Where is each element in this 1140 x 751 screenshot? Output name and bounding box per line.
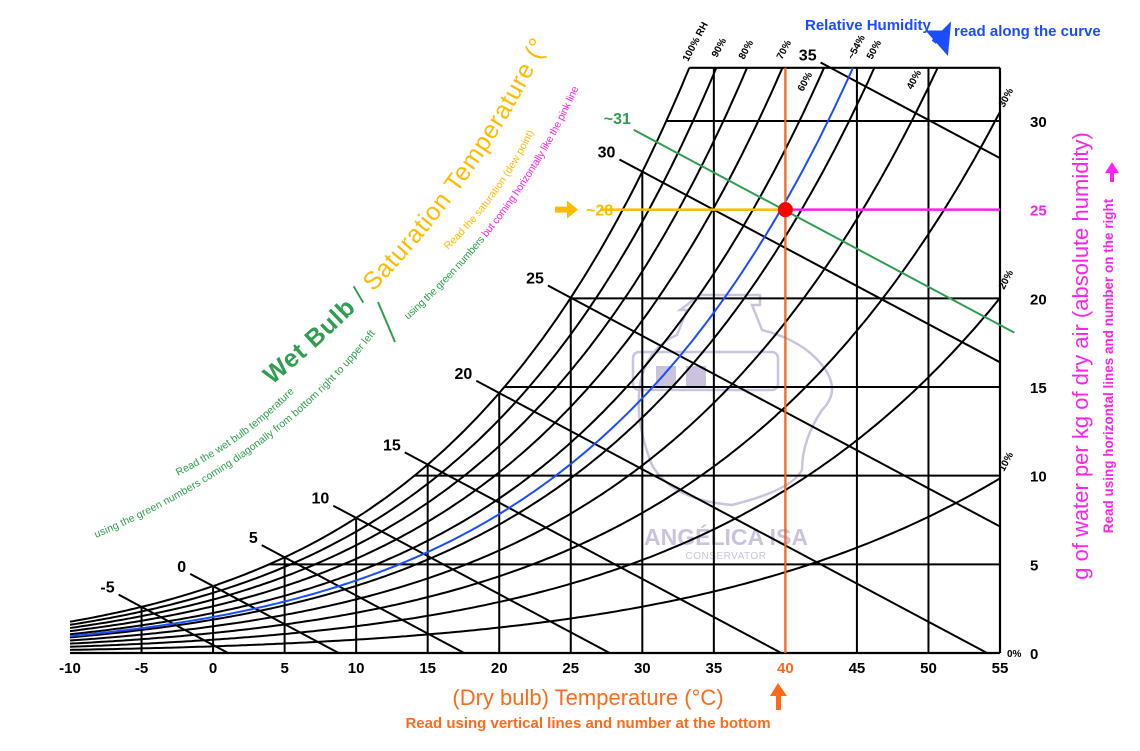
wet-bulb-line: [618, 158, 1001, 364]
rh-curve-highlight: [69, 67, 854, 638]
rh-label: 100% RH: [681, 20, 711, 63]
rh-curves: [69, 67, 1001, 651]
rh-curve: [69, 67, 784, 633]
watermark-logo: ANGÉLICA ISA CONSERVATOR: [631, 293, 834, 562]
reading-overlay: ~31 ~28: [555, 67, 1015, 653]
rh-label: 0%: [1007, 649, 1022, 660]
x-tick-label: 55: [992, 660, 1009, 677]
arrow-up-icon: [770, 683, 787, 710]
x-tick-label: -10: [59, 660, 81, 677]
arrow-up-icon: [1105, 162, 1119, 182]
wet-bulb-label: 5: [249, 530, 258, 547]
rh-curve: [69, 67, 939, 642]
watermark-band: [631, 350, 780, 392]
rh-curve: [69, 67, 718, 626]
y-tick-label: 0: [1030, 646, 1038, 663]
y-axis-note: Read using horizontal lines and number o…: [1101, 198, 1116, 533]
wet-bulb-label: 25: [526, 271, 544, 288]
x-tick-label: 20: [491, 660, 508, 677]
x-tick-label: 30: [634, 660, 651, 677]
x-axis-note: Read using vertical lines and number at …: [405, 715, 770, 732]
wet-bulb-reading-line: [633, 128, 1015, 334]
wet-bulb-label: 10: [311, 491, 329, 508]
y-tick-label: 20: [1030, 291, 1047, 308]
rh-label: 80%: [737, 38, 756, 61]
x-tick-label: 35: [706, 660, 723, 677]
rh-label: 90%: [710, 36, 729, 59]
rh-note: read along the curve: [954, 23, 1101, 40]
y-tick-label: 25: [1030, 203, 1047, 220]
y-tick-label: 30: [1030, 114, 1047, 131]
rh-label: 40%: [905, 68, 924, 91]
x-axis-title: (Dry bulb) Temperature (°C): [452, 685, 723, 710]
rh-title: Relative Humidity: [805, 17, 932, 34]
wet-bulb-label: -5: [100, 580, 114, 597]
arrow-right-icon: [555, 200, 578, 219]
x-tick-label: 0: [209, 660, 217, 677]
rh-label: 60%: [796, 70, 815, 93]
y-tick-label: 5: [1030, 557, 1038, 574]
wet-bulb-label: 30: [598, 144, 616, 161]
x-tick-label: 25: [562, 660, 579, 677]
rh-curve: [69, 67, 691, 623]
rh-curve: [69, 111, 1001, 645]
rh-curve: [69, 67, 876, 639]
rh-label: 70%: [775, 38, 794, 61]
x-tick-label: 10: [348, 660, 365, 677]
rh-curve: [69, 67, 748, 629]
x-tick-label: 5: [280, 660, 288, 677]
watermark-eye: [656, 366, 676, 386]
wet-bulb-line: [332, 504, 611, 654]
x-tick-label: 50: [920, 660, 937, 677]
watermark-jar-icon: [637, 293, 834, 507]
y-axis-title: g of water per kg of dry air (absolute h…: [1068, 132, 1093, 580]
arrow-down-left-icon: [925, 21, 952, 57]
rh-label: 50%: [865, 38, 884, 61]
wet-bulb-label: 35: [799, 47, 817, 64]
x-tick-label: 15: [419, 660, 436, 677]
x-tick-label: -5: [135, 660, 148, 677]
rh-curve: [69, 67, 825, 636]
wet-bulb-line: [404, 451, 782, 654]
wet-bulb-line: [475, 379, 988, 654]
rh-label-highlight: ~54%: [846, 33, 868, 61]
watermark-subtitle: CONSERVATOR: [686, 551, 767, 562]
wet-bulb-saturation-title: Wet Bulb / Saturation Temperature (°C): [0, 0, 553, 390]
rh-curve: [69, 297, 1001, 648]
wet-bulb-line: [547, 284, 1001, 528]
reading-point: [777, 202, 793, 218]
y-tick-label: 15: [1030, 380, 1047, 397]
watermark-eye: [686, 366, 706, 386]
wet-bulb-label: 20: [455, 366, 473, 383]
wet-bulb-reading-label: ~31: [604, 111, 631, 128]
y-tick-label: 10: [1030, 469, 1047, 486]
rh-curve: [69, 477, 1001, 651]
wet-bulb-line: [189, 573, 340, 654]
watermark-name: ANGÉLICA ISA: [644, 523, 808, 550]
wet-bulb-title: Wet Bulb: [258, 293, 361, 389]
wet-bulb-line: [820, 61, 1001, 159]
wet-bulb-label: 15: [383, 437, 401, 454]
note-divider-slash: [377, 301, 396, 343]
x-tick-label: 40: [777, 660, 794, 677]
wet-bulb-label: 0: [177, 559, 186, 576]
dew-point-reading-label: ~28: [586, 203, 613, 220]
x-tick-label: 45: [849, 660, 866, 677]
